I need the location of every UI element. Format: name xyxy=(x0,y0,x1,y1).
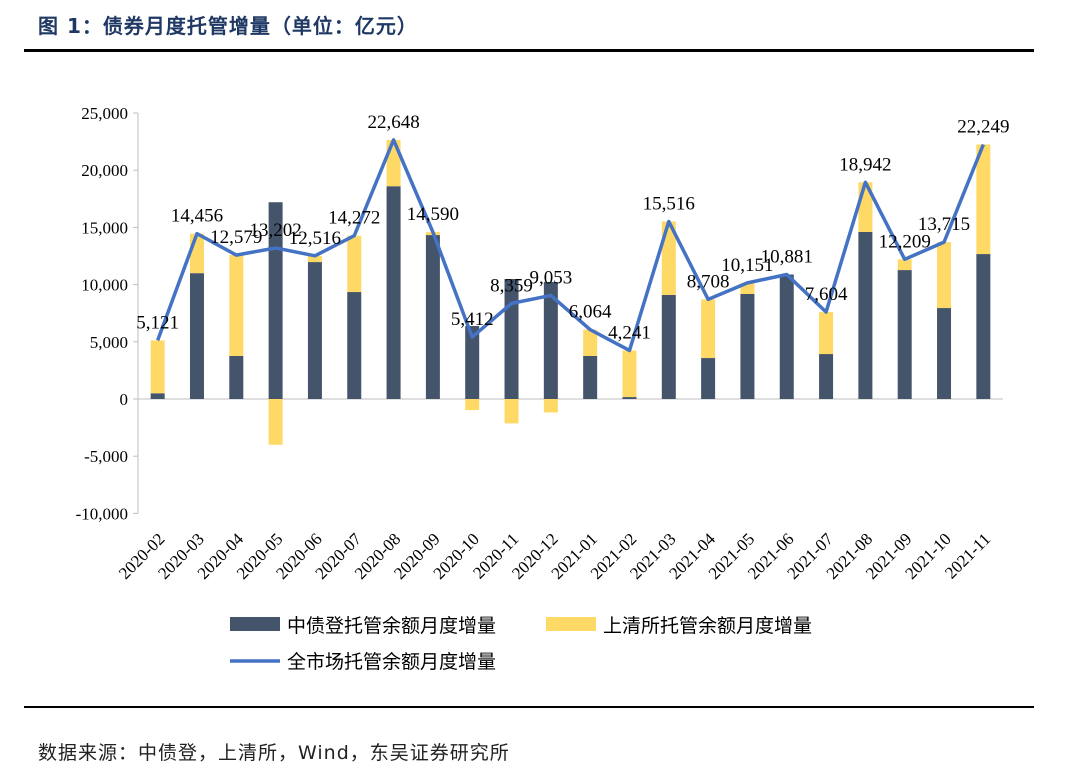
bar-shanghai-clearing xyxy=(897,259,912,271)
bar-shanghai-clearing xyxy=(347,235,362,293)
data-label: 22,249 xyxy=(957,116,1009,137)
y-tick-label: 15,000 xyxy=(81,218,128,237)
y-tick-label: 10,000 xyxy=(81,276,128,295)
bar-shanghai-clearing xyxy=(307,255,322,263)
bar-shanghai-clearing xyxy=(622,350,637,398)
bar-ccdc xyxy=(937,308,952,399)
bar-shanghai-clearing xyxy=(976,144,991,255)
bar-ccdc xyxy=(583,355,598,399)
data-label: 12,579 xyxy=(210,227,262,248)
data-label: 9,053 xyxy=(529,267,572,288)
legend-swatch-ccdc xyxy=(230,617,280,631)
bar-ccdc xyxy=(779,274,794,399)
data-label: 6,064 xyxy=(569,302,612,323)
bar-shanghai-clearing xyxy=(150,340,165,394)
bar-ccdc xyxy=(307,262,322,399)
y-tick-label: 0 xyxy=(120,390,129,409)
data-label: 22,648 xyxy=(367,112,419,133)
y-tick-label: 25,000 xyxy=(81,104,128,123)
data-label: 14,456 xyxy=(171,206,223,227)
legend-label-shanghai-clearing: 上清所托管余额月度增量 xyxy=(603,615,812,637)
bar-ccdc xyxy=(229,355,244,399)
data-label: 18,942 xyxy=(839,154,891,175)
data-label: 7,604 xyxy=(805,284,848,305)
bar-ccdc xyxy=(425,235,440,399)
bar-ccdc xyxy=(268,202,283,399)
data-label: 12,209 xyxy=(879,231,931,252)
bar-shanghai-clearing xyxy=(189,233,204,274)
line-total-market xyxy=(156,138,985,353)
legend-label-ccdc: 中债登托管余额月度增量 xyxy=(287,615,496,637)
data-label: 14,590 xyxy=(407,204,459,225)
data-label: 8,359 xyxy=(490,275,533,296)
chart: -10,000 -5,000 0 5,000 10,000 15,000 20,000 25,… xyxy=(76,104,1010,673)
bar-ccdc xyxy=(976,254,991,399)
bar-ccdc xyxy=(386,186,401,399)
legend-label-total-market: 全市场托管余额月度增量 xyxy=(287,651,496,673)
data-label: 4,241 xyxy=(608,322,651,343)
bar-shanghai-clearing xyxy=(229,255,244,356)
bar-shanghai-clearing xyxy=(268,399,283,445)
bar-ccdc xyxy=(465,326,480,399)
figure-title: 图 1：债券月度托管增量（单位：亿元） xyxy=(38,14,418,38)
bar-ccdc xyxy=(701,358,716,399)
data-label: 10,881 xyxy=(761,247,813,268)
data-label: 15,516 xyxy=(643,193,695,214)
y-tick-label: -5,000 xyxy=(84,447,128,466)
data-label: 12,516 xyxy=(289,228,341,249)
bar-shanghai-clearing xyxy=(583,329,598,356)
bar-ccdc xyxy=(622,397,637,399)
bar-ccdc xyxy=(858,231,873,399)
bar-shanghai-clearing xyxy=(819,312,834,355)
y-tick-label: 20,000 xyxy=(81,161,128,180)
data-label: 5,121 xyxy=(136,312,179,333)
legend-swatch-shanghai-clearing xyxy=(546,617,596,631)
y-tick-label: 5,000 xyxy=(90,333,128,352)
bar-ccdc xyxy=(897,270,912,399)
data-label: 13,715 xyxy=(918,214,970,235)
bar-shanghai-clearing xyxy=(465,399,480,411)
bar-shanghai-clearing xyxy=(740,282,755,294)
bar-ccdc xyxy=(504,278,519,399)
bar-shanghai-clearing xyxy=(386,139,401,187)
top-rule xyxy=(24,49,1034,52)
data-label: 5,412 xyxy=(451,309,494,330)
bar-shanghai-clearing xyxy=(661,221,676,296)
data-label: 8,708 xyxy=(687,271,730,292)
source-note: 数据来源：中债登，上清所，Wind，东吴证券研究所 xyxy=(38,742,510,764)
bottom-rule xyxy=(24,706,1034,708)
bar-ccdc xyxy=(543,281,558,399)
y-tick-label: -10,000 xyxy=(76,504,128,523)
bar-ccdc xyxy=(347,292,362,399)
bar-shanghai-clearing xyxy=(543,399,558,413)
bar-ccdc xyxy=(819,354,834,399)
data-label: 13,202 xyxy=(249,220,301,241)
bar-shanghai-clearing xyxy=(701,299,716,359)
bar-ccdc xyxy=(661,295,676,399)
bar-shanghai-clearing xyxy=(504,399,519,424)
bar-ccdc xyxy=(189,273,204,399)
bar-shanghai-clearing xyxy=(937,242,952,309)
data-label: 14,272 xyxy=(328,208,380,229)
data-label: 10,151 xyxy=(721,255,773,276)
bar-ccdc xyxy=(740,293,755,399)
bar-ccdc xyxy=(150,393,165,399)
